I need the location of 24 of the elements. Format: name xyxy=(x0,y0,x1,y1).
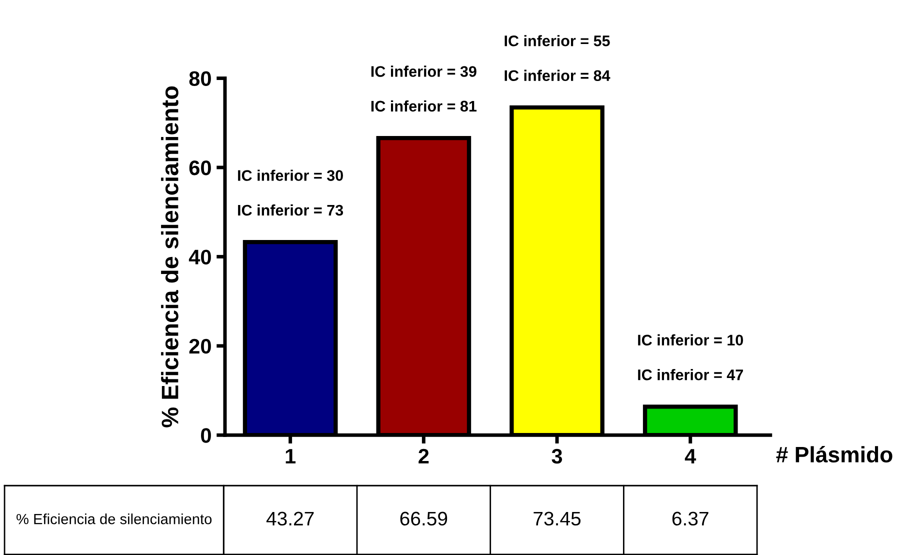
data-label: 43.27 xyxy=(266,512,314,526)
annotation: IC inferior = 10 xyxy=(638,334,744,346)
data-label: 6.37 xyxy=(672,512,708,526)
y-tick-label: 0 xyxy=(201,428,211,443)
annotation: IC inferior = 84 xyxy=(504,70,610,82)
text: % Eficiencia de silenciamiento xyxy=(16,514,212,524)
y-tick-label: 20 xyxy=(189,338,211,354)
y-axis-title: % Eficiencia de silenciamiento xyxy=(161,86,178,428)
y-tick-label: 40 xyxy=(188,250,211,264)
x-tick-label: 2 xyxy=(418,448,429,464)
x-tick-label: 4 xyxy=(684,449,696,464)
text: IC inferior = 55 xyxy=(504,35,610,46)
x-tick-label: 3 xyxy=(552,448,562,464)
annotation: IC inferior = 30 xyxy=(238,170,343,181)
annotation: IC inferior = 73 xyxy=(238,204,344,216)
y-tick-label: 60 xyxy=(189,160,211,176)
data-label: 73.45 xyxy=(534,512,581,526)
annotation: IC inferior = 47 xyxy=(638,369,743,380)
y-tick-label: 80 xyxy=(189,71,211,86)
x-axis-title: # Plásmido xyxy=(776,446,892,462)
data-label: 66.59 xyxy=(400,512,448,526)
x-tick-label: 1 xyxy=(286,449,296,464)
text: IC inferior = 39 xyxy=(371,66,476,77)
annotation: IC inferior = 81 xyxy=(371,100,477,112)
